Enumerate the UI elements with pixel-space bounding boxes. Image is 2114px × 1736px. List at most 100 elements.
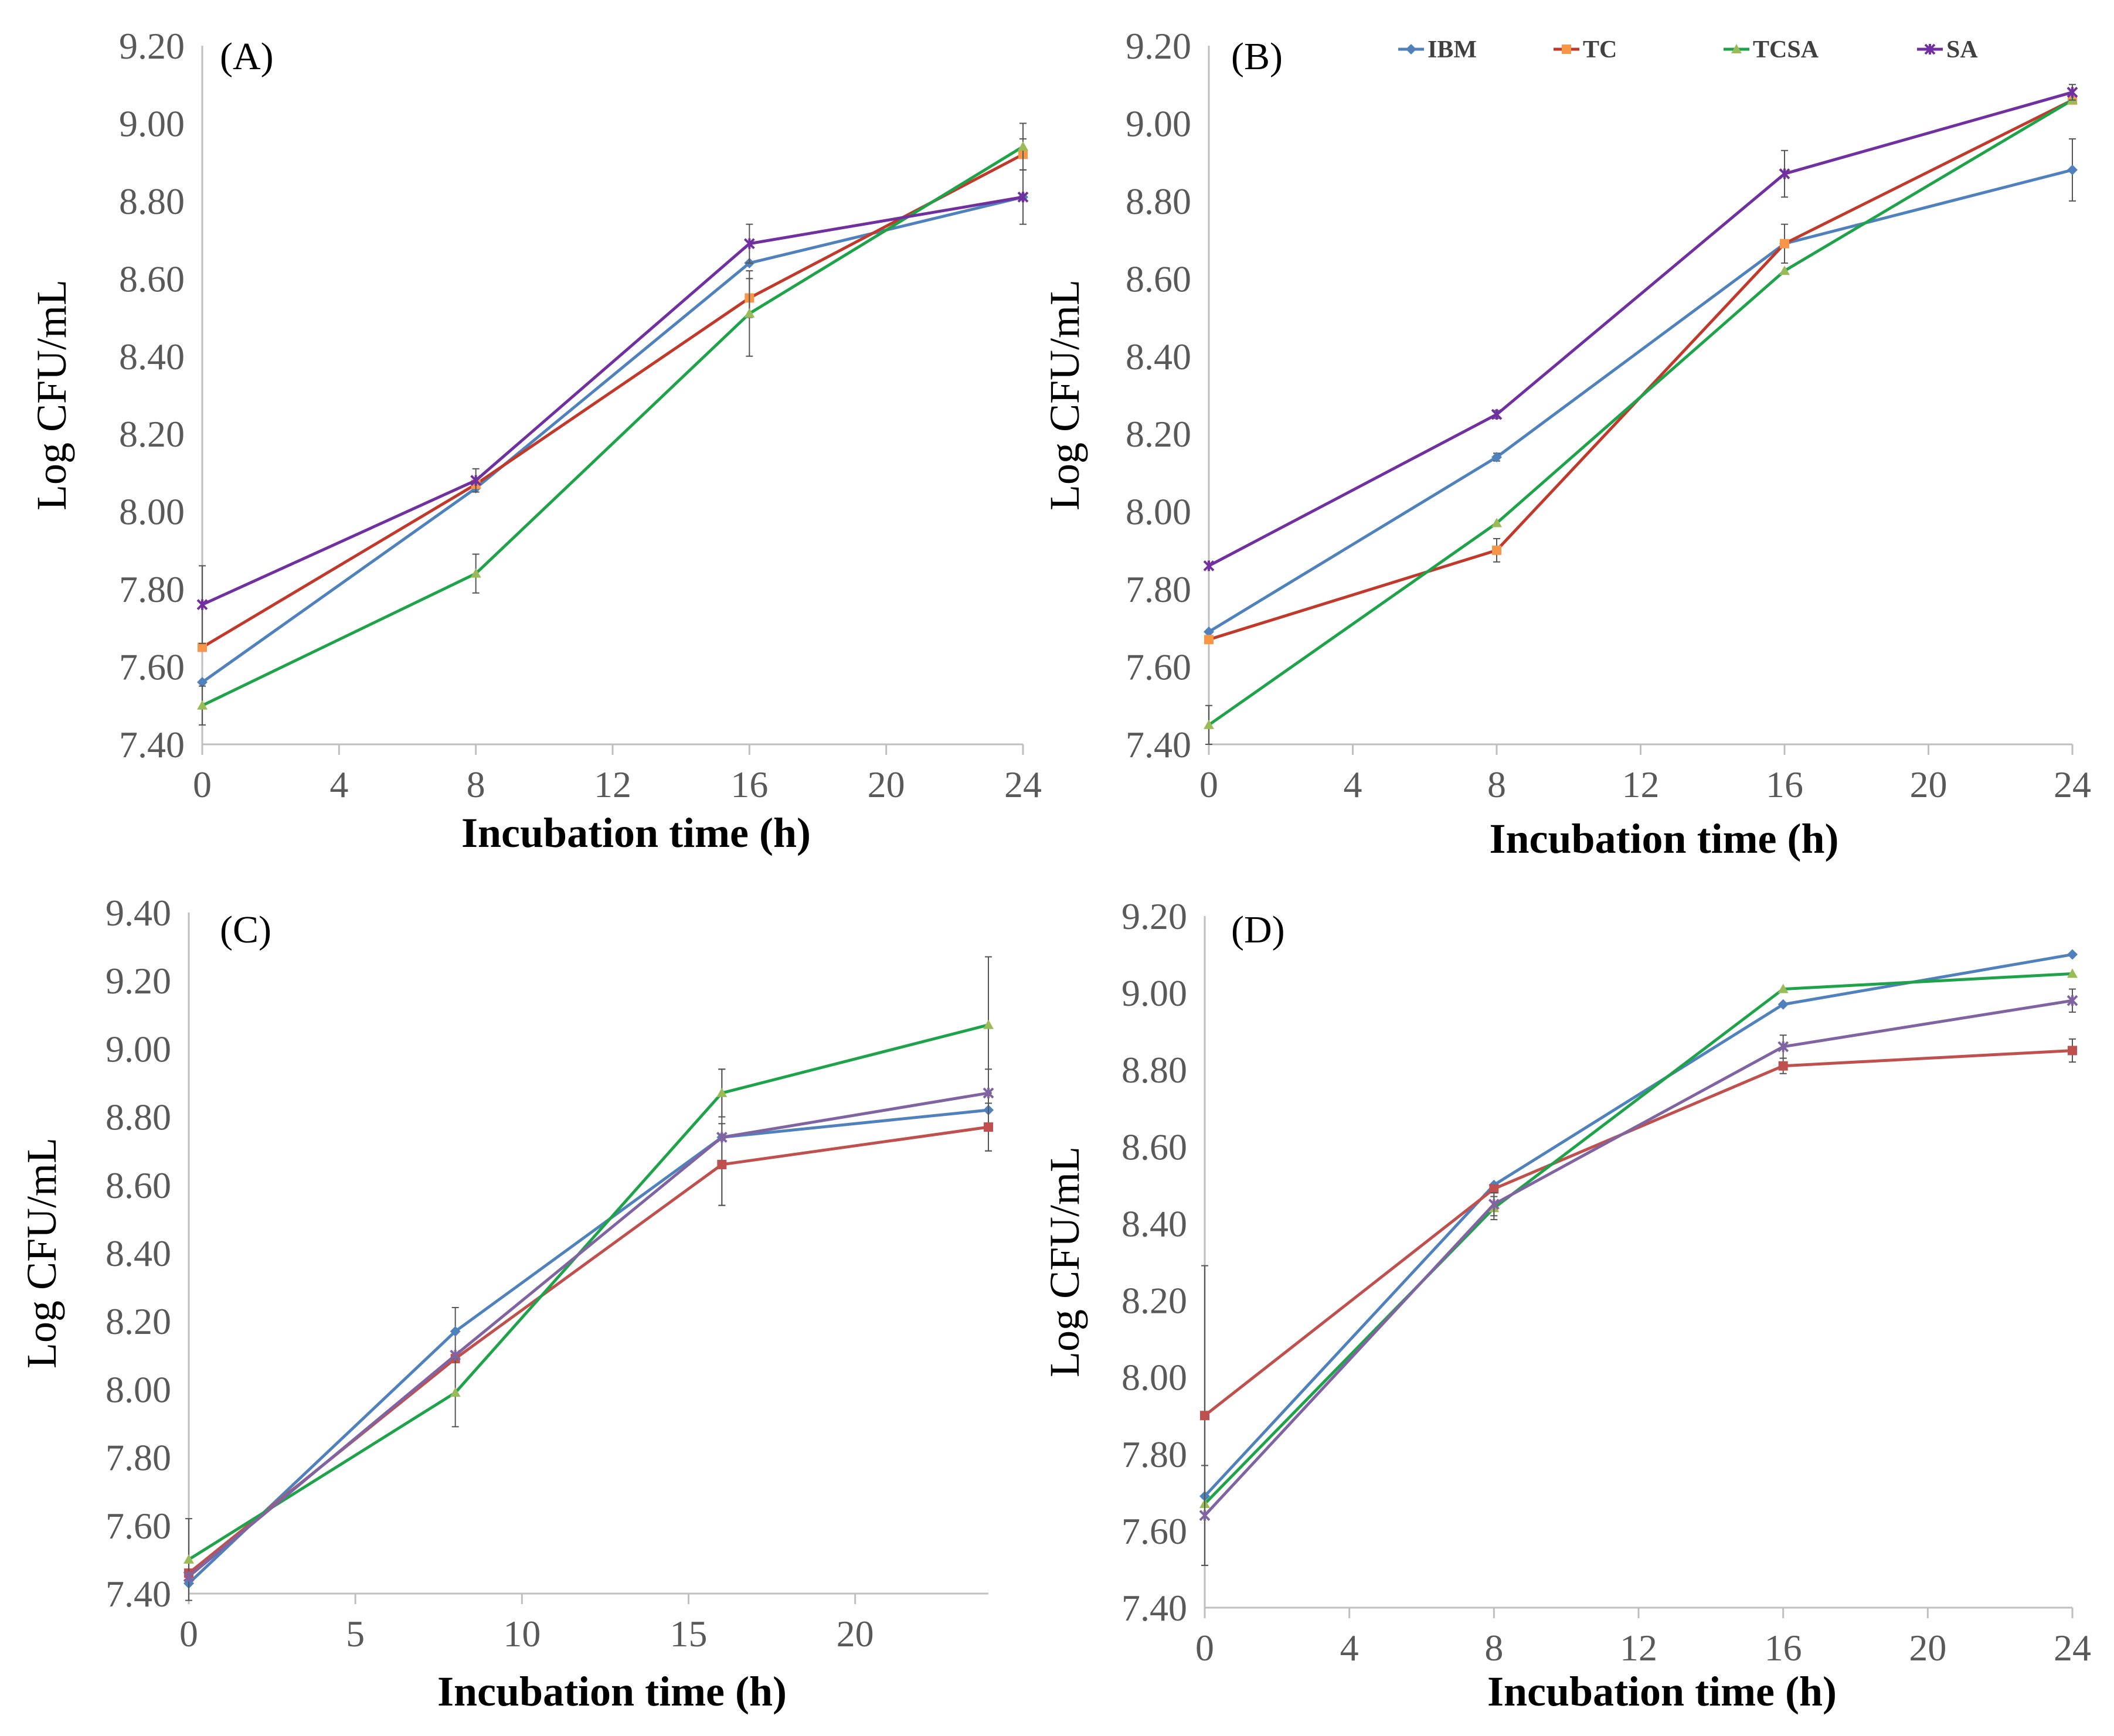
data-point-sa	[1203, 560, 1215, 571]
legend-label: IBM	[1428, 36, 1477, 63]
y-tick-label: 8.20	[119, 413, 185, 455]
x-tick-label: 16	[730, 764, 768, 805]
series-ibm	[1199, 949, 2078, 1502]
panel-label: (D)	[1231, 908, 1285, 951]
x-tick-label: 24	[2054, 764, 2091, 805]
y-tick-label: 8.80	[1126, 181, 1191, 222]
y-tick-label: 8.60	[1121, 1126, 1187, 1167]
series-tcsa	[1199, 968, 2078, 1508]
series-line-tc	[188, 1125, 989, 1575]
series-line-tc	[1208, 98, 2074, 641]
data-point-ibm	[197, 677, 208, 688]
data-point-tcsa	[197, 700, 208, 710]
data-point-tcsa	[744, 308, 755, 318]
x-axis-title: Incubation time (h)	[1487, 1668, 1837, 1715]
y-tick-label: 9.00	[1126, 103, 1191, 144]
series-line-ibm	[201, 195, 1024, 684]
series-tcsa	[1204, 94, 2078, 745]
y-tick-label: 8.40	[1121, 1203, 1187, 1244]
data-point-sa	[2067, 87, 2078, 98]
data-point-tcsa	[1018, 141, 1028, 151]
data-point-tc	[1780, 239, 1789, 249]
series-sa	[183, 1087, 994, 1582]
data-point-tcsa	[450, 1387, 461, 1397]
series-tc	[1204, 95, 2077, 645]
y-tick-label: 7.40	[1121, 1587, 1187, 1629]
x-tick-label: 24	[2054, 1627, 2091, 1669]
legend-label: SA	[1946, 36, 1978, 63]
x-tick-label: 20	[1910, 764, 1948, 805]
data-point-sa	[1199, 1510, 1211, 1521]
data-point-sa	[470, 475, 482, 486]
x-tick-label: 24	[1004, 764, 1042, 805]
x-tick-label: 0	[1195, 1627, 1214, 1669]
x-tick-label: 10	[503, 1613, 541, 1655]
data-point-sa	[1491, 409, 1503, 420]
y-tick-label: 7.40	[106, 1573, 171, 1615]
data-point-sa	[1488, 1199, 1500, 1210]
y-axis-title: Log CFU/mL	[28, 280, 75, 510]
y-tick-label: 8.20	[106, 1301, 171, 1342]
y-tick-label: 9.20	[106, 960, 171, 1002]
y-tick-label: 7.60	[119, 646, 185, 688]
data-point-sa	[2067, 995, 2078, 1006]
y-tick-label: 7.80	[1126, 569, 1191, 610]
series-line-tc	[201, 153, 1024, 649]
y-tick-label: 8.80	[119, 181, 185, 222]
data-point-ibm	[1491, 451, 1502, 462]
data-point-tc	[1778, 1061, 1788, 1071]
panel-label: (C)	[220, 908, 271, 951]
y-tick-label: 7.60	[1126, 646, 1191, 688]
panel-label: (A)	[220, 35, 274, 78]
y-tick-label: 9.40	[106, 892, 171, 934]
data-point-sa	[1017, 191, 1029, 203]
x-tick-label: 20	[868, 764, 905, 805]
y-tick-label: 8.20	[1121, 1280, 1187, 1322]
x-tick-label: 20	[837, 1613, 874, 1655]
chart-panel-a: 7.40 7.60 7.80 8.00 8.20 8.40 8.60 8.80 9.00 9.20…	[28, 25, 1042, 856]
x-tick-label: 12	[594, 764, 631, 805]
legend-entry-tc: TC	[1554, 36, 1617, 63]
x-axis-title: Incubation time (h)	[461, 809, 811, 856]
y-axis-title: Log CFU/mL	[1041, 280, 1088, 510]
y-tick-label: 8.60	[1126, 258, 1191, 299]
series-line-ibm	[1208, 168, 2073, 634]
legend: IBM TC TCSA SA	[1398, 36, 1978, 63]
series-line-sa	[1208, 91, 2073, 567]
data-point-tcsa	[1779, 265, 1790, 275]
y-tick-label: 8.80	[1121, 1049, 1187, 1091]
x-tick-label: 16	[1765, 1627, 1802, 1669]
data-point-ibm	[1204, 626, 1214, 637]
y-tick-label: 9.00	[106, 1028, 171, 1070]
series-line-tcsa	[188, 1023, 989, 1561]
y-axis-title: Log CFU/mL	[1041, 1146, 1088, 1377]
y-tick-label: 8.60	[119, 258, 185, 299]
data-point-tc	[984, 1122, 993, 1132]
data-point-tc	[2068, 1046, 2077, 1056]
data-point-tc	[1492, 545, 1501, 555]
data-point-ibm	[1777, 999, 1789, 1010]
x-tick-label: 16	[1766, 764, 1803, 805]
series-line-sa	[188, 1091, 989, 1578]
data-point-sa	[716, 1132, 728, 1143]
data-point-tc	[198, 642, 207, 652]
data-point-tc	[1489, 1184, 1499, 1194]
y-tick-label: 9.00	[1121, 972, 1187, 1014]
y-tick-label: 8.40	[119, 336, 185, 377]
x-tick-label: 12	[1622, 764, 1660, 805]
y-tick-label: 9.20	[1121, 896, 1187, 937]
y-tick-label: 8.60	[106, 1165, 171, 1206]
series-line-tcsa	[1204, 972, 2073, 1505]
data-point-tcsa	[1491, 518, 1502, 527]
x-tick-label: 4	[1344, 764, 1362, 805]
series-line-ibm	[1204, 953, 2073, 1497]
data-point-tcsa	[2067, 968, 2078, 978]
y-tick-label: 7.80	[1121, 1434, 1187, 1475]
series-tc	[184, 1102, 993, 1578]
series-line-sa	[1204, 999, 2073, 1517]
x-tick-label: 5	[346, 1613, 365, 1655]
legend-label: TCSA	[1753, 36, 1819, 63]
y-tick-label: 7.80	[106, 1437, 171, 1479]
y-tick-label: 7.60	[1121, 1510, 1187, 1552]
y-tick-label: 8.20	[1126, 413, 1191, 455]
